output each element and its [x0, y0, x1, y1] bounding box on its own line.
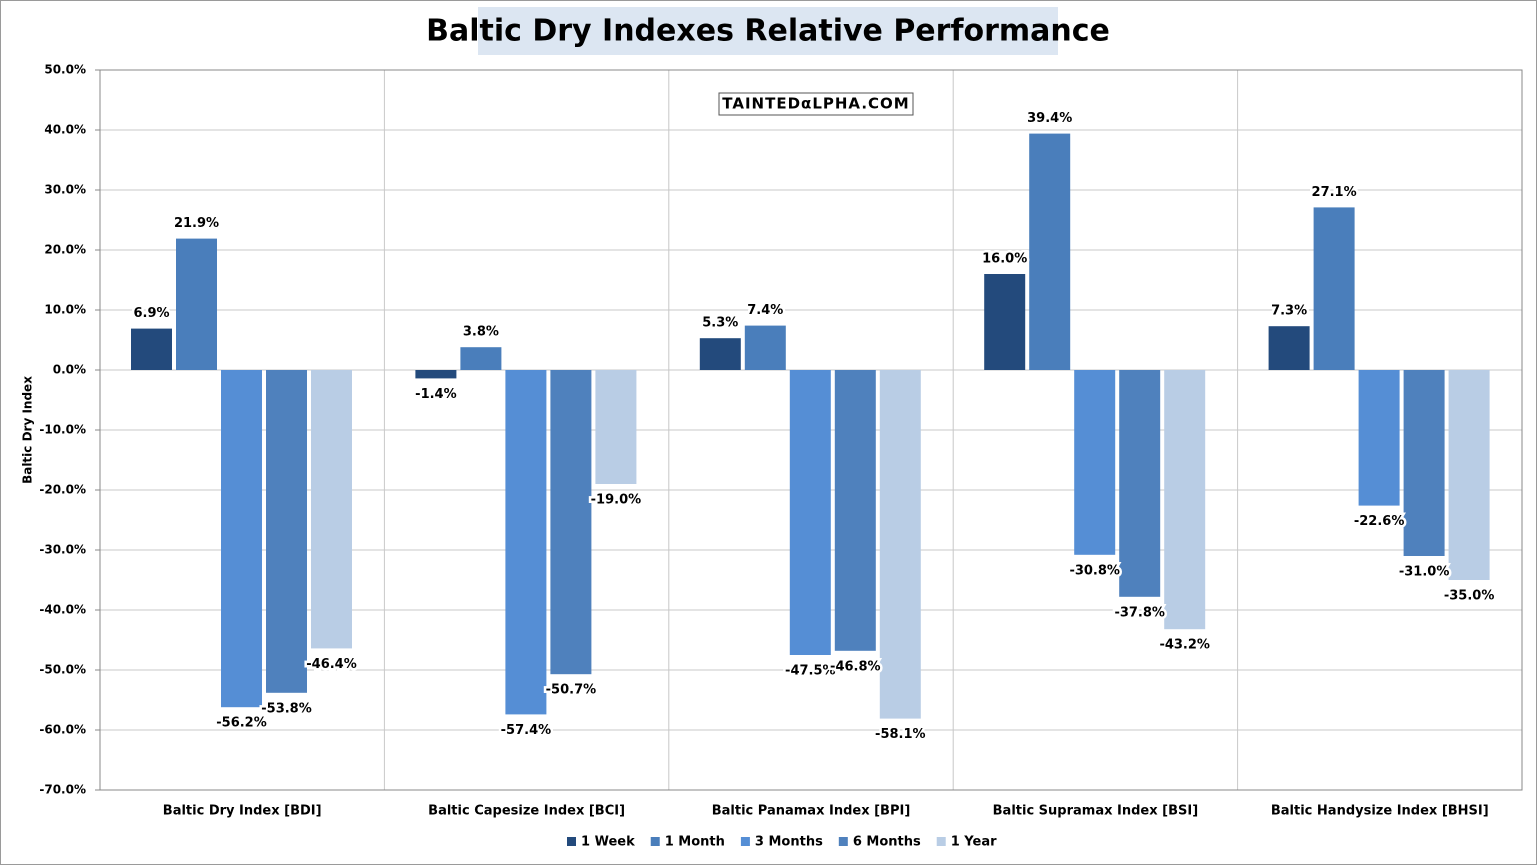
- plot-border: [99, 69, 1523, 791]
- value-label: -31.0%: [1399, 565, 1450, 580]
- value-label: 21.9%: [174, 216, 219, 231]
- legend-swatch: [650, 837, 660, 846]
- y-tick-label: -30.0%: [39, 543, 86, 557]
- legend-label: 1 Year: [951, 835, 997, 850]
- bar: [131, 328, 172, 370]
- value-label: -1.4%: [415, 387, 456, 402]
- value-label: 39.4%: [1027, 111, 1072, 126]
- legend-label: 1 Week: [581, 835, 635, 850]
- y-tick-label: 40.0%: [44, 123, 86, 137]
- y-tick-label: 20.0%: [44, 243, 86, 257]
- legend-swatch: [838, 837, 848, 846]
- value-label: -50.7%: [546, 683, 597, 698]
- value-label: -47.5%: [785, 664, 836, 679]
- value-label: -56.2%: [216, 716, 267, 731]
- value-label: -58.1%: [875, 727, 926, 742]
- bar: [460, 347, 502, 370]
- value-label: 27.1%: [1312, 185, 1357, 200]
- legend-swatch: [936, 837, 946, 846]
- value-label: -46.8%: [830, 659, 881, 674]
- legend-label: 6 Months: [853, 835, 921, 850]
- x-tick-label: Baltic Panamax Index [BPI]: [712, 804, 911, 819]
- bar: [176, 238, 217, 370]
- bar: [699, 338, 741, 370]
- y-tick-label: 10.0%: [44, 303, 86, 317]
- y-tick-label: -10.0%: [39, 423, 86, 437]
- value-label: 5.3%: [702, 316, 738, 331]
- bar: [1164, 370, 1206, 630]
- value-label: -57.4%: [501, 723, 552, 738]
- bar: [595, 370, 637, 484]
- value-label: 6.9%: [133, 306, 169, 321]
- title-background: [478, 7, 1058, 55]
- x-tick-label: Baltic Supramax Index [BSI]: [993, 804, 1199, 819]
- value-label: 7.4%: [747, 303, 783, 318]
- legend-swatch: [740, 837, 750, 846]
- y-tick-label: 0.0%: [53, 363, 86, 377]
- bar: [744, 325, 786, 370]
- legend-swatch: [567, 837, 576, 846]
- watermark: TAINTEDαLPHA.COM: [722, 95, 909, 113]
- y-tick-label: -70.0%: [39, 783, 86, 797]
- chart-title: Baltic Dry Indexes Relative Performance: [426, 14, 1110, 49]
- bar: [789, 370, 831, 655]
- bar: [1403, 370, 1445, 556]
- legend-label: 1 Month: [665, 835, 725, 850]
- bar: [1074, 370, 1116, 555]
- bar: [415, 370, 457, 379]
- bar: [1119, 370, 1161, 597]
- x-tick-label: Baltic Handysize Index [BHSI]: [1271, 804, 1489, 819]
- y-tick-label: -20.0%: [39, 483, 86, 497]
- bar: [879, 370, 921, 719]
- bar: [834, 370, 876, 651]
- watermark-box: [718, 92, 914, 116]
- y-tick-label: 30.0%: [44, 183, 86, 197]
- y-tick-label: -50.0%: [39, 663, 86, 677]
- value-label: -30.8%: [1069, 563, 1120, 578]
- bar: [1029, 133, 1071, 370]
- value-label: -35.0%: [1444, 589, 1495, 604]
- bar: [311, 370, 352, 649]
- value-label: -19.0%: [591, 493, 642, 508]
- legend-label: 3 Months: [755, 835, 823, 850]
- bar: [1268, 326, 1310, 370]
- value-label: -37.8%: [1114, 605, 1165, 620]
- value-label: 7.3%: [1271, 304, 1307, 319]
- y-tick-label: 50.0%: [44, 63, 86, 77]
- value-label: -46.4%: [306, 657, 357, 672]
- value-label: -43.2%: [1159, 638, 1210, 653]
- bar: [1358, 370, 1400, 506]
- bar: [266, 370, 307, 693]
- bar: [505, 370, 547, 715]
- x-tick-label: Baltic Capesize Index [BCI]: [428, 804, 625, 819]
- y-axis-label: Baltic Dry Index: [21, 376, 35, 484]
- y-tick-label: -60.0%: [39, 723, 86, 737]
- bar: [550, 370, 592, 675]
- value-label: -53.8%: [261, 701, 312, 716]
- bar: [1448, 370, 1490, 580]
- bar: [1313, 207, 1355, 370]
- value-label: -22.6%: [1354, 514, 1405, 529]
- y-tick-label: -40.0%: [39, 603, 86, 617]
- bar: [984, 274, 1026, 370]
- bar: [221, 370, 262, 708]
- x-tick-label: Baltic Dry Index [BDI]: [163, 804, 322, 819]
- value-label: 3.8%: [463, 325, 499, 340]
- value-label: 16.0%: [982, 252, 1027, 267]
